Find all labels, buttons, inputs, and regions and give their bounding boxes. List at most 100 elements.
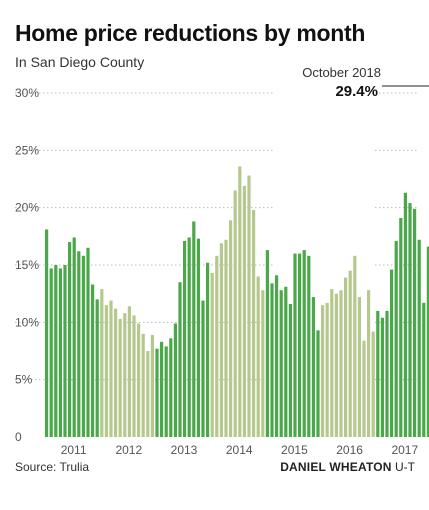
bar [49,268,53,437]
bar [252,209,256,437]
bar [109,300,113,437]
bar [330,289,334,437]
bar [325,302,329,437]
bar [311,297,315,437]
bar [385,310,389,437]
bar [348,270,352,437]
bar [68,242,72,437]
bar [178,282,182,437]
bar [353,255,357,437]
bar [150,334,154,437]
bar [229,220,233,437]
bar [376,310,380,437]
bar [247,175,251,437]
bar [54,265,58,437]
bar [114,308,118,437]
y-tick-label: 0 [15,430,22,444]
bar [219,243,223,437]
bar [123,313,127,437]
chart-title: Home price reductions by month [15,20,366,46]
bar [86,247,90,437]
bar [118,318,122,437]
x-tick-label: 2011 [61,443,87,457]
bar [95,299,99,437]
bar [321,305,325,437]
byline-outlet: U-T [395,460,415,474]
x-tick-label: 2015 [281,443,308,457]
bar [357,297,361,437]
bar [261,290,265,437]
bar [275,275,279,437]
chart-subtitle: In San Diego County [15,54,145,70]
byline: DANIEL WHEATON U-T [280,460,415,474]
bar [256,276,260,437]
bar [169,338,173,437]
y-tick-label: 5% [15,373,33,387]
bar [77,251,81,437]
bar [288,303,292,437]
bar [127,306,131,437]
bar [81,255,85,437]
bar [63,265,67,437]
bar [394,240,398,437]
bar [302,250,306,437]
bar [183,240,187,437]
bar [362,340,366,437]
bar [380,317,384,437]
bar [215,255,219,437]
source-note: Source: Trulia [15,460,90,474]
y-tick-label: 10% [15,315,39,329]
bar [284,286,288,437]
bar [238,166,242,438]
bar [210,273,214,437]
bar [45,229,49,437]
annotation-label: October 2018 [302,65,381,80]
bar [58,268,62,437]
bar [100,289,104,437]
bar [91,284,95,437]
y-tick-label: 25% [15,143,39,157]
bar [196,238,200,437]
bar [146,351,150,437]
bar [265,250,269,437]
bar [334,293,338,437]
bar [233,190,237,437]
bar [316,330,320,437]
x-tick-label: 2016 [336,443,363,457]
annotation-leader-line [382,85,429,87]
bar [224,239,228,437]
y-tick-label: 30% [15,86,39,100]
bar [339,290,343,437]
bar [155,348,159,437]
x-tick-label: 2013 [171,443,198,457]
bar [173,323,177,437]
bar [390,269,394,437]
bar [417,239,421,437]
bar [201,300,205,437]
bar [160,341,164,437]
bar [371,331,375,437]
bar [132,315,136,437]
byline-author: DANIEL WHEATON [280,460,392,474]
bar [206,262,210,437]
bar [399,217,403,437]
bar [104,305,108,437]
bar [141,333,145,437]
bar [72,237,76,437]
bar [242,185,246,437]
bar [367,290,371,437]
bar [422,302,426,437]
bar [408,203,412,437]
x-tick-label: 2017 [391,443,418,457]
annotation-value: 29.4% [335,83,378,100]
bar [426,246,429,437]
bar [403,192,407,437]
bar [293,253,297,437]
bar [164,346,168,437]
bar [187,237,191,437]
bar [270,283,274,437]
bar [344,277,348,437]
bar [192,221,196,437]
bar [279,290,283,437]
